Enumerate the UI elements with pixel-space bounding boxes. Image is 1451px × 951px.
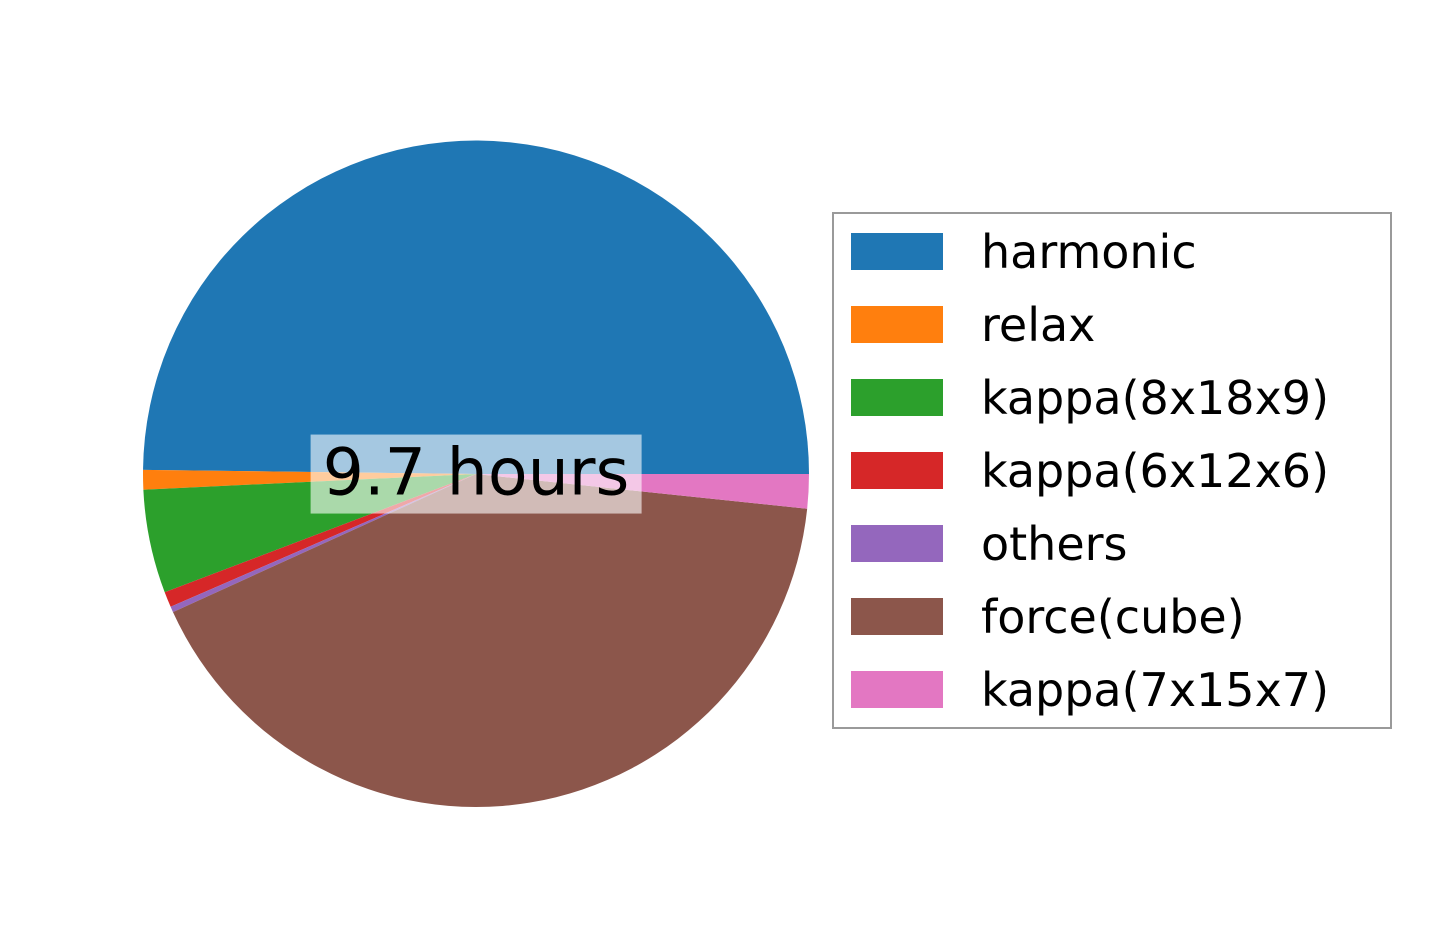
- legend-label-kappa-8x18x9: kappa(8x18x9): [981, 370, 1330, 425]
- pie-slice-force-cube: [172, 474, 808, 808]
- legend-label-kappa-7x15x7: kappa(7x15x7): [981, 662, 1330, 717]
- legend-swatch-kappa-7x15x7: [851, 671, 943, 708]
- legend-swatch-force-cube: [851, 598, 943, 635]
- legend-swatch-kappa-8x18x9: [851, 379, 943, 416]
- legend-label-harmonic: harmonic: [981, 224, 1197, 279]
- legend-swatch-relax: [851, 306, 943, 343]
- legend-item-relax: relax: [851, 302, 1390, 348]
- pie-center-label: 9.7 hours: [310, 434, 642, 514]
- legend-label-kappa-6x12x6: kappa(6x12x6): [981, 443, 1330, 498]
- legend-item-kappa-7x15x7: kappa(7x15x7): [851, 667, 1390, 713]
- legend-swatch-harmonic: [851, 233, 943, 270]
- legend-item-kappa-8x18x9: kappa(8x18x9): [851, 375, 1390, 421]
- legend: harmonic relax kappa(8x18x9) kappa(6x12x6) o…: [832, 212, 1392, 729]
- legend-label-others: others: [981, 516, 1128, 571]
- legend-item-force-cube: force(cube): [851, 594, 1390, 640]
- legend-swatch-others: [851, 525, 943, 562]
- legend-swatch-kappa-6x12x6: [851, 452, 943, 489]
- legend-item-others: others: [851, 521, 1390, 567]
- pie-slice-harmonic: [143, 140, 810, 474]
- legend-item-kappa-6x12x6: kappa(6x12x6): [851, 448, 1390, 494]
- legend-label-relax: relax: [981, 297, 1096, 352]
- legend-label-force-cube: force(cube): [981, 589, 1245, 644]
- legend-item-harmonic: harmonic: [851, 229, 1390, 275]
